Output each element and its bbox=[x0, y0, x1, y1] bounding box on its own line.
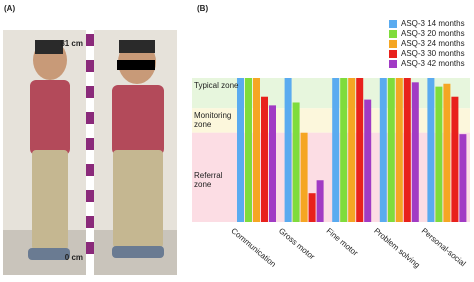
bar bbox=[300, 132, 308, 222]
bar bbox=[245, 78, 252, 222]
height-mark: 81 cm bbox=[60, 39, 83, 48]
panel-label: (A) bbox=[4, 4, 15, 13]
bar bbox=[292, 102, 300, 222]
bar bbox=[364, 99, 372, 222]
bar bbox=[253, 78, 260, 222]
bar bbox=[395, 78, 403, 222]
legend-swatch bbox=[389, 40, 397, 48]
bar bbox=[379, 78, 387, 222]
ruler bbox=[86, 30, 94, 275]
height-mark: 0 cm bbox=[65, 253, 83, 262]
legend-label: ASQ-3 20 months bbox=[401, 29, 465, 38]
bar bbox=[237, 78, 244, 222]
child-side bbox=[28, 40, 70, 260]
legend-swatch bbox=[389, 30, 397, 38]
panel-label: (B) bbox=[197, 4, 208, 13]
legend-label: ASQ-3 24 months bbox=[401, 39, 465, 48]
bar bbox=[284, 78, 292, 222]
bar bbox=[308, 193, 316, 222]
bar bbox=[435, 86, 443, 222]
bar bbox=[332, 78, 340, 222]
legend-swatch bbox=[389, 60, 397, 68]
ruler-marks bbox=[86, 34, 94, 254]
x-tick-label: Gross motor bbox=[277, 226, 317, 261]
legend-label: ASQ-3 30 months bbox=[401, 49, 465, 58]
bar bbox=[261, 96, 268, 222]
child-front bbox=[112, 40, 164, 258]
legend-label: ASQ-3 42 months bbox=[401, 59, 465, 68]
photo bbox=[3, 30, 177, 275]
bar bbox=[340, 78, 348, 222]
legend-swatch bbox=[389, 50, 397, 58]
bar bbox=[348, 78, 356, 222]
bar bbox=[459, 134, 467, 222]
bar bbox=[269, 105, 276, 222]
x-tick-label: Fine motor bbox=[325, 226, 360, 258]
legend-swatch bbox=[389, 20, 397, 28]
zone-label: Typical zone bbox=[194, 81, 239, 90]
bar bbox=[403, 78, 411, 222]
zone-label: Referral zone bbox=[194, 170, 223, 189]
bar bbox=[451, 96, 459, 222]
zone-label: Monitoring zone bbox=[194, 111, 232, 130]
bar bbox=[316, 180, 324, 222]
x-tick-label: Communication bbox=[229, 226, 277, 269]
bar bbox=[356, 78, 364, 222]
x-tick-label: Problem solving bbox=[372, 226, 421, 269]
bar bbox=[427, 78, 435, 222]
x-tick-label: Personal-social bbox=[420, 226, 468, 268]
bar bbox=[387, 78, 395, 222]
bar bbox=[443, 83, 451, 222]
legend-label: ASQ-3 14 months bbox=[401, 19, 465, 28]
bar bbox=[411, 82, 419, 222]
